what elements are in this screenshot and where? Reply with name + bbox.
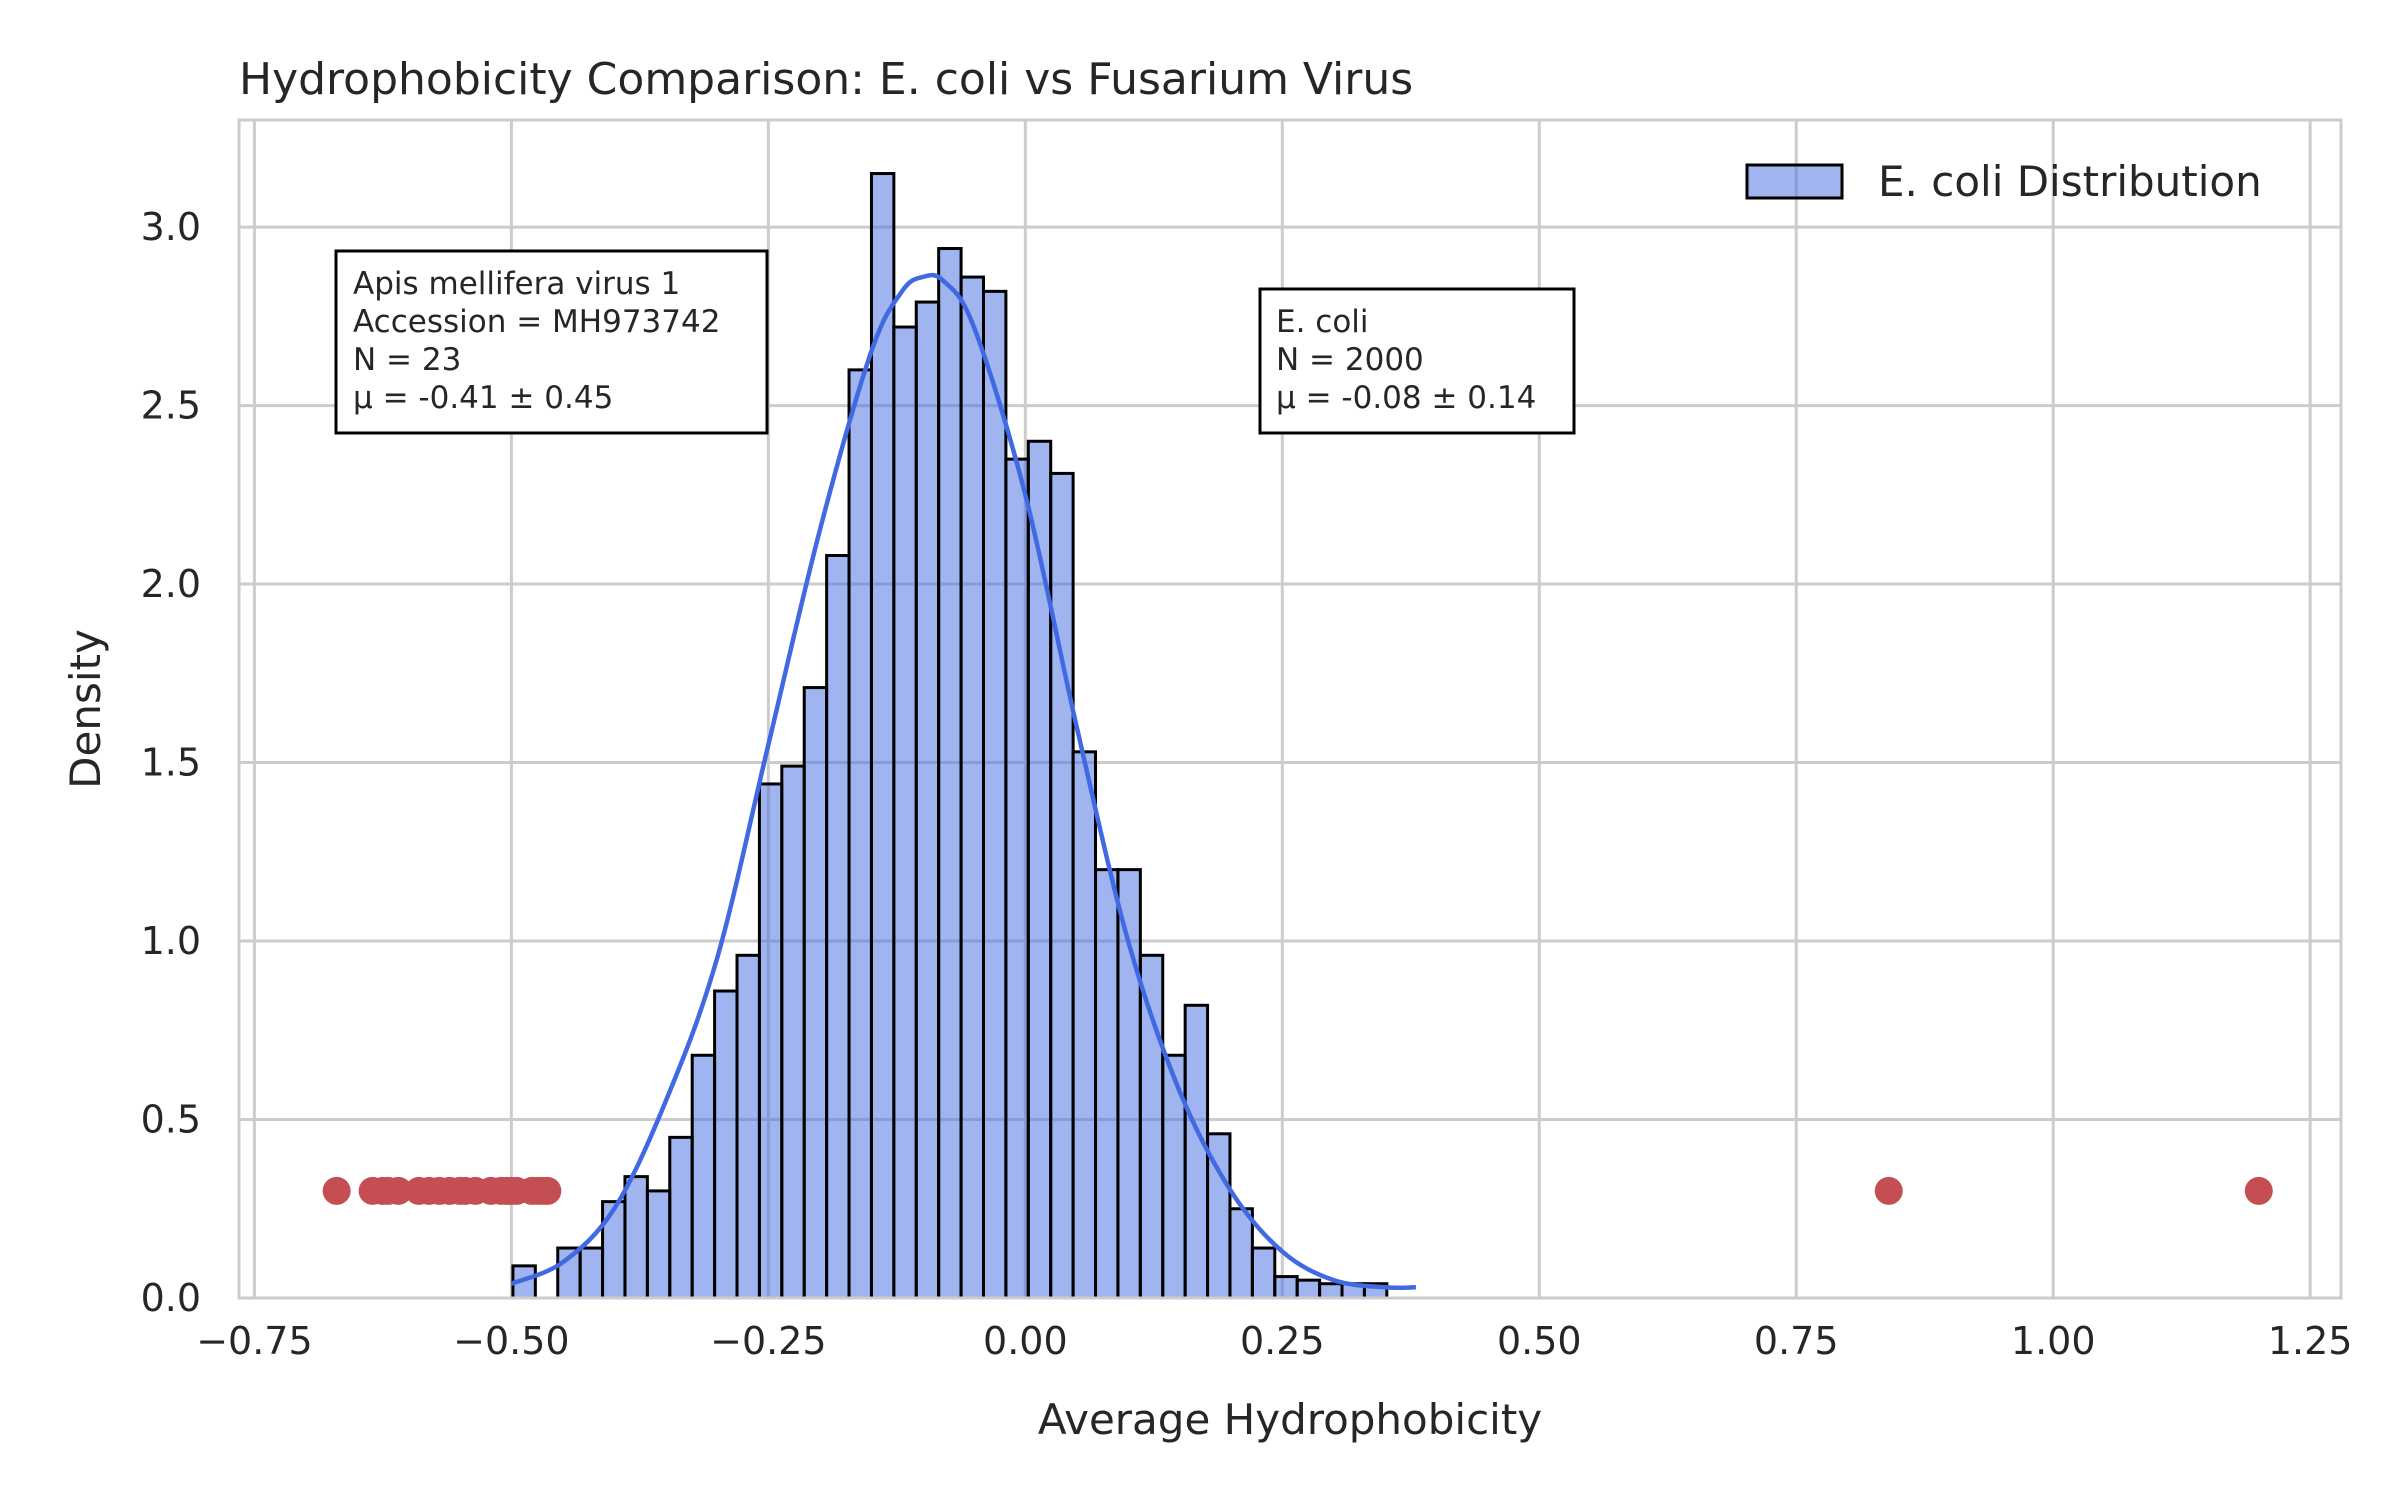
histogram-bar	[959, 275, 985, 1300]
virus-stats-box	[334, 249, 769, 435]
y-tick-label: 0.5	[141, 1098, 201, 1142]
x-tick-label: 0.75	[1754, 1319, 1839, 1363]
histogram-bar	[914, 300, 941, 1300]
histogram-bar	[1049, 471, 1075, 1300]
histogram-bar	[578, 1246, 605, 1300]
histogram-bar	[1116, 868, 1142, 1300]
y-tick-label: 1.0	[141, 919, 201, 963]
histogram-bar	[1071, 750, 1098, 1300]
histogram-bar	[757, 782, 784, 1300]
histogram-bar	[981, 289, 1008, 1300]
histogram-bar	[623, 1175, 649, 1300]
ecoli-stats-line: E. coli	[1276, 304, 1369, 340]
histogram-bar	[780, 764, 806, 1300]
x-tick-label: 1.00	[2011, 1319, 2096, 1363]
histogram-bar	[645, 1189, 672, 1300]
histogram-bar	[1004, 457, 1030, 1300]
histogram-bar	[668, 1135, 694, 1300]
histogram-bar	[1138, 953, 1165, 1300]
histogram-bar	[802, 686, 829, 1300]
histogram-bar	[1094, 868, 1120, 1300]
y-tick-label: 1.5	[141, 741, 201, 785]
histogram-bar	[1183, 1003, 1210, 1300]
virus-point	[384, 1176, 413, 1205]
histogram-bar	[1295, 1278, 1322, 1300]
virus-stats-line: μ = -0.41 ± 0.45	[353, 380, 613, 416]
ecoli-stats-box	[1258, 287, 1576, 435]
x-tick-label: 0.00	[983, 1319, 1068, 1363]
histogram-bar	[825, 554, 851, 1300]
x-tick-label: −0.25	[710, 1319, 826, 1363]
kde-layer	[510, 272, 1416, 1291]
histogram-bar	[937, 247, 963, 1300]
histogram-bar	[1318, 1282, 1344, 1300]
virus-points	[322, 1176, 2273, 1205]
x-tick-label: −0.75	[196, 1319, 312, 1363]
ecoli-stats-line: μ = -0.08 ± 0.14	[1276, 380, 1536, 416]
histogram-bar	[892, 325, 918, 1300]
y-tick-label: 2.5	[141, 384, 201, 428]
virus-stats-line: Apis mellifera virus 1	[353, 266, 680, 302]
x-tick-label: 1.25	[2268, 1319, 2353, 1363]
legend: E. coli Distribution	[1745, 157, 2262, 206]
legend-swatch	[1745, 163, 1844, 200]
histogram-bar	[1026, 439, 1053, 1300]
histogram-bar	[1228, 1207, 1254, 1300]
virus-point	[2244, 1176, 2273, 1205]
histogram-bars	[511, 172, 1389, 1300]
y-axis-ticks: 0.0 0.5 1.0 1.5 2.0 2.5 3.0	[141, 205, 201, 1320]
x-tick-label: 0.25	[1240, 1319, 1325, 1363]
histogram-bar	[1250, 1246, 1277, 1300]
virus-point	[1874, 1176, 1903, 1205]
virus-stats-line: N = 23	[353, 342, 461, 378]
x-axis-ticks: −0.75 −0.50 −0.25 0.00 0.25 0.50 0.75 1.00 1.25	[196, 1319, 2352, 1363]
histogram-bar	[1273, 1275, 1299, 1300]
virus-point	[533, 1176, 562, 1205]
histogram-bar	[601, 1200, 627, 1300]
histogram-bar	[735, 953, 761, 1300]
x-axis-label: Average Hydrophobicity	[1038, 1395, 1542, 1444]
x-tick-label: 0.50	[1497, 1319, 1582, 1363]
virus-stats-line: Accession = MH973742	[353, 304, 720, 340]
y-axis-label: Density	[61, 629, 110, 789]
virus-stats-annotation: Apis mellifera virus 1 Accession = MH973…	[334, 249, 769, 435]
y-tick-label: 3.0	[141, 205, 201, 249]
ecoli-stats-annotation: E. coli N = 2000 μ = -0.08 ± 0.14	[1258, 287, 1576, 435]
y-tick-label: 0.0	[141, 1276, 201, 1320]
chart-title: Hydrophobicity Comparison: E. coli vs Fu…	[239, 54, 1413, 105]
histogram-bar	[847, 368, 873, 1300]
virus-point	[322, 1176, 351, 1205]
x-tick-label: −0.50	[453, 1319, 569, 1363]
ecoli-stats-line: N = 2000	[1276, 342, 1424, 378]
plot-frame	[237, 118, 2343, 1300]
y-tick-label: 2.0	[141, 562, 201, 606]
legend-label: E. coli Distribution	[1878, 157, 2262, 206]
histogram-bar	[713, 989, 739, 1300]
kde-curve	[510, 272, 1416, 1291]
histogram-bar	[690, 1053, 717, 1300]
